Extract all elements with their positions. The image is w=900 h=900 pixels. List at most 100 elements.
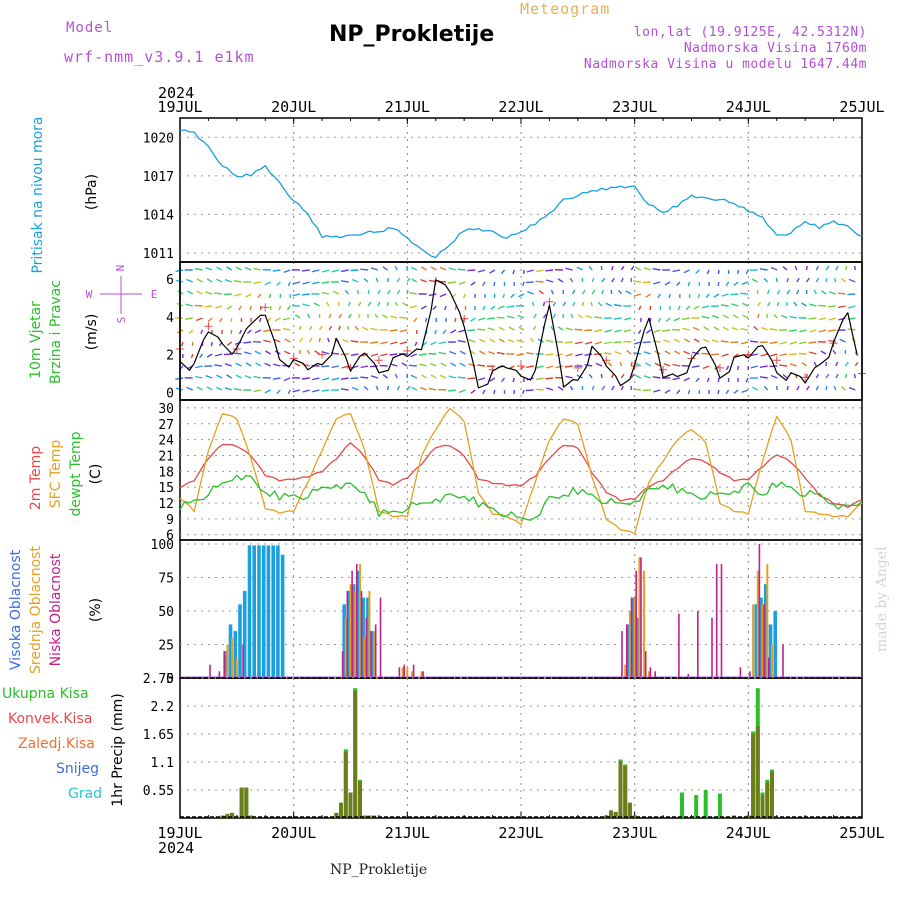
cloud-bar-2	[697, 611, 699, 678]
credit-text: made by Angel	[874, 546, 890, 653]
cloud-bar-0	[238, 604, 242, 678]
precip-legend-item: Ukupna Kisa	[2, 686, 89, 702]
cloud-bar-2	[763, 604, 765, 678]
cloud-bar-1	[633, 597, 636, 678]
cloud-bar-0	[271, 545, 275, 678]
precip-tick-label: 2.2	[151, 700, 174, 715]
cloud-bar-2	[412, 664, 415, 678]
cloud-bar-0	[242, 590, 247, 678]
bottom-day-label: 22JUL	[498, 824, 543, 842]
cloud-bar-0	[356, 570, 361, 678]
wind-frame-overlay	[179, 261, 863, 401]
wind-tick-label: 6	[166, 273, 174, 288]
precip-tick-label: 0.55	[143, 784, 174, 799]
cloud-bar-2	[374, 624, 377, 678]
precip-bar-total	[694, 795, 699, 818]
temp-axis-dewpt: dewpt Temp	[68, 431, 84, 516]
cloud-tick-label: 75	[158, 572, 174, 587]
cloud-bar-0	[233, 631, 238, 678]
cloud-bar-2	[654, 671, 656, 678]
cloud-bar-2	[720, 564, 723, 678]
precip-bar-convective	[627, 802, 632, 818]
cloud-bar-0	[351, 584, 356, 678]
cloud-bar-2	[422, 671, 424, 678]
cloud-bar-1	[401, 667, 404, 678]
bottom-day-label: 19JUL	[157, 824, 202, 842]
cloud-bar-2	[687, 674, 690, 678]
precip-bar-convective	[760, 795, 765, 818]
cloud-bar-2	[715, 564, 718, 678]
cloud-bar-0	[276, 545, 280, 678]
cloud-bar-2	[242, 644, 244, 678]
temp-unit: (C)	[88, 464, 104, 485]
cloud-bar-2	[630, 597, 633, 678]
precip-bar-convective	[230, 812, 235, 818]
cloud-bar-2	[379, 597, 382, 678]
temp-tick-label: 9	[166, 513, 174, 528]
cloud-bar-2	[223, 651, 225, 678]
wind-axis-title: 10m Vjetar	[28, 301, 44, 379]
pressure-unit: (hPa)	[84, 174, 100, 210]
temp-tick-label: 6	[166, 529, 174, 544]
chart-title: NP_Prokletije	[329, 22, 495, 47]
temp-line-1	[179, 407, 863, 535]
temp-tick-label: 15	[158, 481, 174, 496]
bottom-day-label: 24JUL	[726, 824, 771, 842]
elevation-model: Nadmorska Visina u modelu 1647.44m	[583, 57, 867, 72]
cloud-bar-1	[638, 557, 641, 678]
precip-tick-label: 2.75	[143, 672, 174, 687]
cloud-bar-1	[226, 644, 229, 678]
cloud-tick-label: 100	[151, 538, 174, 553]
cloud-bar-0	[754, 604, 758, 678]
temp-line-0	[179, 442, 863, 509]
cloud-bar-1	[766, 564, 769, 678]
compass-south-label: S	[115, 317, 128, 324]
top-day-label: 24JUL	[726, 98, 771, 116]
precip-bar-convective	[225, 813, 230, 818]
precip-bar-convective	[239, 787, 244, 818]
wind-compass	[100, 276, 142, 314]
cloud-bar-1	[359, 564, 361, 678]
precip-legend-item: Grad	[68, 786, 102, 802]
cloud-bar-0	[759, 597, 763, 678]
cloud-bar-1	[752, 604, 755, 678]
precip-bar-total	[703, 790, 708, 818]
cloud-bar-1	[349, 584, 352, 678]
compass-west-label: W	[86, 288, 93, 301]
precip-bar-convective	[362, 815, 367, 818]
cloud-bar-0	[347, 590, 351, 678]
cloud-tick-label: 50	[158, 605, 174, 620]
cloud-bar-1	[411, 671, 414, 678]
cloud-bar-1	[406, 667, 409, 678]
cloud-axis-high: Visoka Oblacnost	[8, 549, 24, 670]
wind-speed-line	[179, 279, 858, 389]
cloud-bar-1	[354, 590, 357, 678]
temp-tick-label: 21	[158, 449, 174, 464]
cloud-bar-2	[678, 613, 680, 678]
cloud-bar-2	[649, 667, 652, 678]
precip-legend-item: Snijeg	[56, 761, 99, 777]
bottom-day-label: 21JUL	[385, 824, 430, 842]
cloud-bar-0	[763, 584, 768, 678]
cloud-axis-mid: Srednja Oblacnost	[28, 546, 44, 674]
panel-frame-wind	[179, 261, 863, 401]
pressure-tick-label: 1014	[143, 208, 174, 223]
cloud-bar-0	[261, 545, 266, 678]
cloud-bar-0	[252, 545, 256, 678]
cloud-bar-1	[761, 604, 764, 678]
cloud-bar-0	[636, 617, 640, 678]
footer-title: NP_Prokletije	[330, 862, 428, 878]
precip-bar-convective	[348, 792, 353, 818]
cloud-bar-2	[403, 664, 405, 678]
temp-line-2	[179, 474, 863, 521]
cloud-bar-2	[749, 671, 751, 678]
pressure-tick-label: 1020	[143, 131, 174, 146]
precip-bar-convective	[339, 802, 343, 818]
precip-bar-convective	[343, 751, 348, 818]
cloud-bar-2	[635, 570, 637, 678]
cloud-bar-1	[373, 631, 376, 678]
cloud-bar-0	[257, 545, 261, 678]
cloud-bar-1	[643, 570, 646, 678]
precip-bar-convective	[334, 812, 339, 818]
precip-bar-convective	[613, 811, 618, 818]
